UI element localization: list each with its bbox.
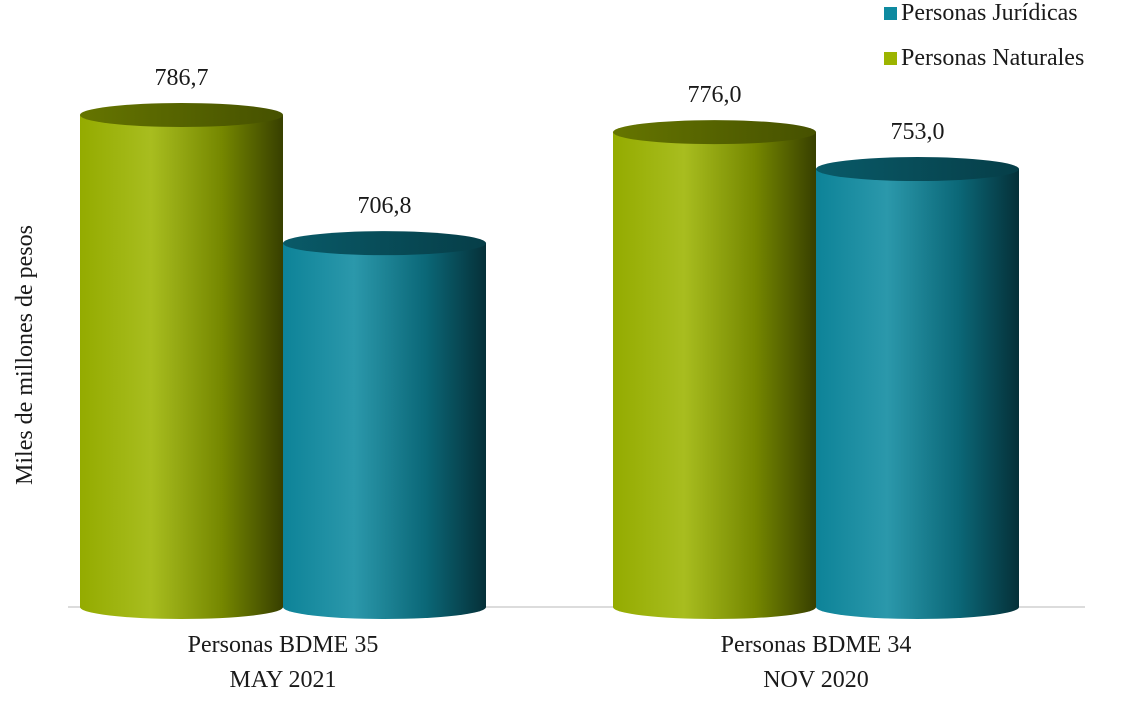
legend: Personas Jurídicas Personas Naturales [884, 0, 1084, 71]
data-label: 786,7 [155, 65, 209, 91]
x-tick-label: MAY 2021 [230, 667, 337, 693]
data-label: 753,0 [891, 119, 945, 145]
bar-body [613, 132, 816, 619]
legend-swatch [884, 52, 897, 65]
x-tick-label: Personas BDME 35 [188, 632, 379, 658]
x-tick-label: NOV 2020 [763, 667, 869, 693]
bar-top [816, 157, 1019, 182]
legend-label: Personas Naturales [901, 45, 1084, 71]
bar-body [816, 169, 1019, 619]
legend-swatch [884, 7, 897, 20]
bar-top [283, 231, 486, 256]
bar-top [613, 120, 816, 145]
bar-juridicas-0 [283, 231, 486, 619]
x-tick-label: Personas BDME 34 [721, 632, 912, 658]
legend-label: Personas Jurídicas [901, 0, 1078, 26]
data-label: 706,8 [358, 193, 412, 219]
bar-top [80, 103, 283, 127]
bar-naturales-0 [80, 103, 283, 619]
y-axis-label: Miles de millones de pesos [12, 225, 38, 485]
bar-juridicas-1 [816, 157, 1019, 619]
bar-naturales-1 [613, 120, 816, 619]
bar-body [283, 243, 486, 619]
data-label: 776,0 [688, 82, 742, 108]
bar-body [80, 115, 283, 619]
